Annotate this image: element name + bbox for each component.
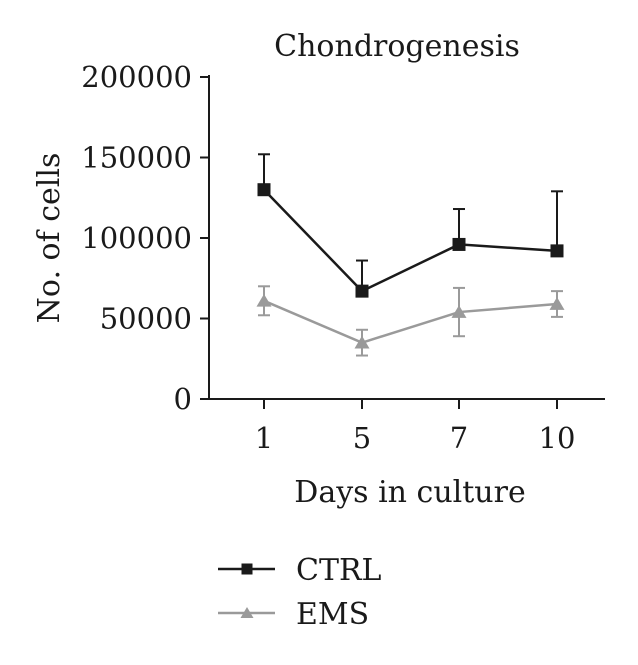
chart-title: Chondrogenesis bbox=[274, 29, 520, 64]
x-tick-label: 1 bbox=[255, 421, 273, 455]
y-tick-label: 0 bbox=[174, 382, 192, 416]
legend-item-ems: EMS bbox=[218, 597, 369, 632]
legend-swatch-marker bbox=[240, 607, 254, 618]
legend-item-ctrl: CTRL bbox=[218, 553, 382, 588]
data-point bbox=[355, 284, 369, 298]
y-tick-label: 100000 bbox=[81, 221, 192, 255]
series-line bbox=[263, 299, 558, 344]
legend-label: CTRL bbox=[296, 553, 382, 588]
data-point bbox=[354, 335, 370, 349]
y-axis-label: No. of cells bbox=[32, 153, 67, 324]
data-point bbox=[452, 237, 466, 251]
x-tick-label: 7 bbox=[450, 421, 468, 455]
y-tick-label: 150000 bbox=[81, 141, 192, 175]
y-ticks: 0 50000 100000 150000 200000 bbox=[81, 60, 209, 416]
series-ems bbox=[256, 285, 565, 357]
y-tick-label: 200000 bbox=[81, 60, 192, 94]
legend-swatch-marker bbox=[241, 563, 253, 575]
series-line bbox=[263, 188, 558, 293]
x-axis-label: Days in culture bbox=[294, 475, 525, 510]
data-point bbox=[257, 183, 271, 197]
legend: CTRL EMS bbox=[218, 553, 382, 632]
data-point bbox=[550, 244, 564, 258]
data-point bbox=[451, 305, 467, 318]
x-tick-label: 5 bbox=[353, 421, 371, 455]
x-ticks: 1 5 7 10 bbox=[255, 399, 576, 455]
y-tick-label: 50000 bbox=[100, 302, 192, 336]
series-ctrl bbox=[257, 153, 564, 298]
data-point bbox=[549, 297, 565, 310]
data-point bbox=[256, 293, 272, 307]
legend-label: EMS bbox=[296, 597, 369, 632]
x-tick-label: 10 bbox=[539, 421, 576, 455]
series-layer bbox=[256, 153, 565, 357]
